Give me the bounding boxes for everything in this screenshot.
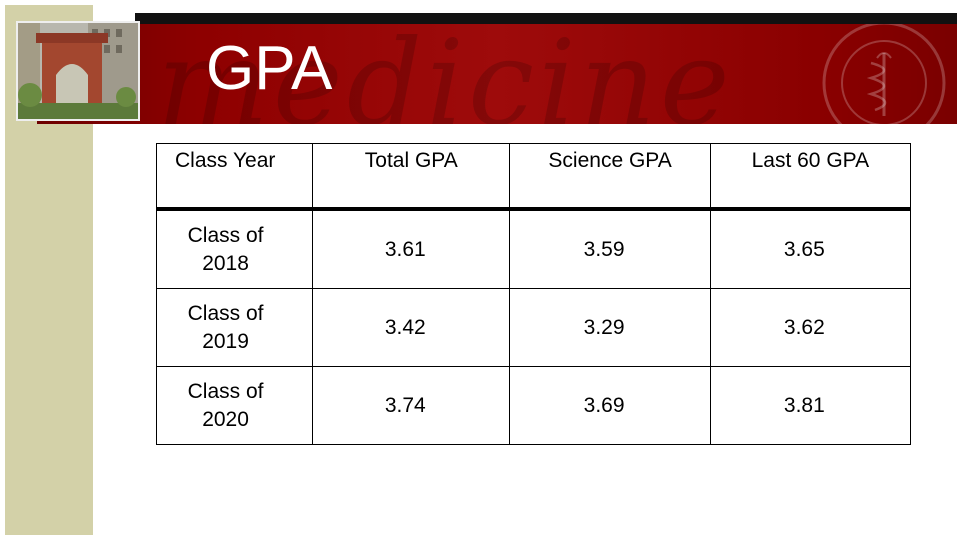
- class-year-label: Class of: [187, 223, 264, 247]
- last-60-gpa-cell: 3.81: [709, 366, 912, 445]
- table-row: Class of 2018 3.61 3.59 3.65: [155, 208, 912, 289]
- class-year-value: 2018: [202, 251, 249, 275]
- column-header-class-year: Class Year: [155, 143, 314, 211]
- gpa-table: Class Year Total GPA Science GPA Last 60…: [155, 143, 912, 445]
- class-year-cell: Class of 2019: [155, 288, 314, 367]
- total-gpa-cell: 3.74: [312, 366, 511, 445]
- table-header-row: Class Year Total GPA Science GPA Last 60…: [155, 143, 912, 211]
- university-seal-icon: [822, 24, 946, 124]
- campus-arch-image: [18, 23, 138, 119]
- campus-arch-photo: [16, 21, 140, 121]
- science-gpa-cell: 3.69: [509, 366, 711, 445]
- last-60-gpa-cell: 3.62: [709, 288, 912, 367]
- last-60-gpa-cell: 3.65: [709, 208, 912, 289]
- class-year-value: 2020: [202, 407, 249, 431]
- column-header-science-gpa: Science GPA: [509, 143, 711, 211]
- science-gpa-cell: 3.59: [509, 208, 711, 289]
- header-banner: medicine: [37, 24, 957, 124]
- class-year-cell: Class of 2020: [155, 366, 314, 445]
- class-year-label: Class of: [187, 301, 264, 325]
- class-year-label: Class of: [187, 379, 264, 403]
- class-year-value: 2019: [202, 329, 249, 353]
- page-title: GPA: [206, 34, 333, 103]
- table-row: Class of 2020 3.74 3.69 3.81: [155, 366, 912, 445]
- total-gpa-cell: 3.42: [312, 288, 511, 367]
- column-header-last-60-gpa: Last 60 GPA: [709, 143, 912, 211]
- table-row: Class of 2019 3.42 3.29 3.62: [155, 288, 912, 367]
- total-gpa-cell: 3.61: [312, 208, 511, 289]
- banner-watermark-script: medicine: [157, 24, 734, 124]
- column-header-total-gpa: Total GPA: [312, 143, 511, 211]
- class-year-cell: Class of 2018: [155, 208, 314, 289]
- science-gpa-cell: 3.29: [509, 288, 711, 367]
